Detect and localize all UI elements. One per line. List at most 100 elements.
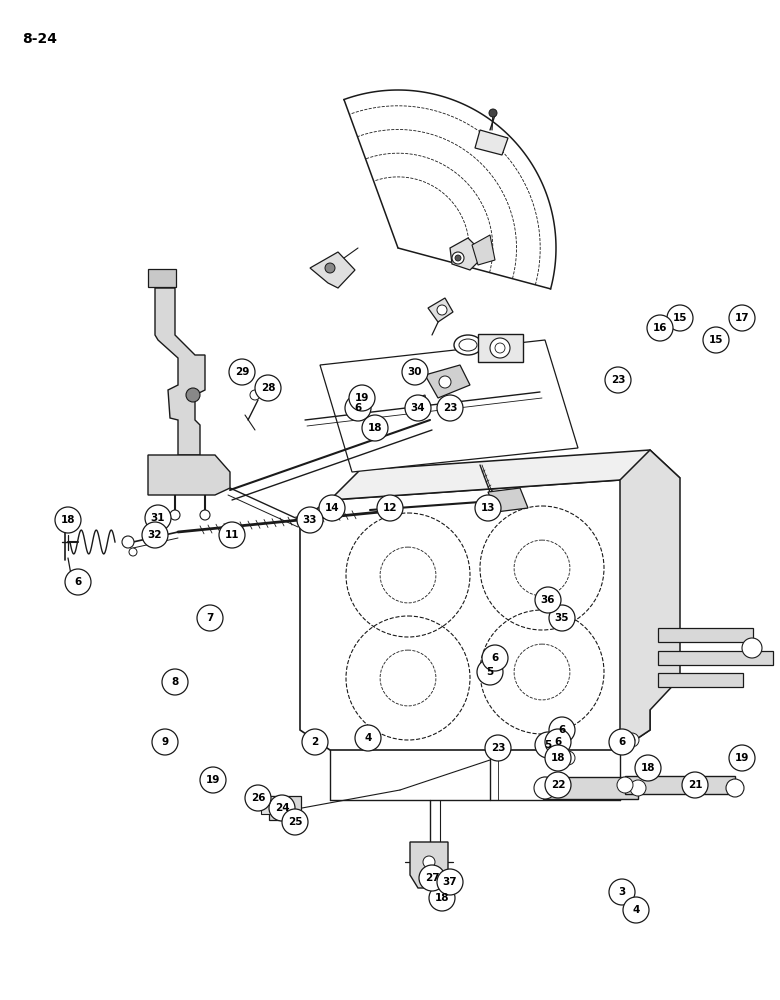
Circle shape [345,395,371,421]
Circle shape [122,536,134,548]
Circle shape [555,739,561,745]
Circle shape [255,375,281,401]
Circle shape [145,505,171,531]
Text: 9: 9 [161,737,168,747]
Circle shape [609,879,635,905]
Text: 23: 23 [491,743,505,753]
FancyBboxPatch shape [148,269,176,287]
Text: 8: 8 [172,677,179,687]
Polygon shape [310,252,355,288]
Circle shape [405,395,431,421]
Text: 31: 31 [151,513,165,523]
Circle shape [170,510,180,520]
Text: 32: 32 [147,530,162,540]
Circle shape [402,359,428,385]
Circle shape [641,761,655,775]
Circle shape [475,495,501,521]
Circle shape [219,522,245,548]
Text: 6: 6 [555,737,562,747]
Polygon shape [472,235,495,265]
Circle shape [229,359,255,385]
FancyBboxPatch shape [658,673,743,687]
Circle shape [302,729,328,755]
Text: 18: 18 [551,753,566,763]
Circle shape [375,422,381,428]
Text: 30: 30 [408,367,422,377]
Circle shape [629,737,635,743]
Circle shape [200,767,226,793]
Circle shape [66,579,78,591]
Circle shape [250,390,260,400]
Polygon shape [488,488,528,512]
Circle shape [682,772,708,798]
Circle shape [535,732,561,758]
FancyBboxPatch shape [477,334,523,362]
FancyBboxPatch shape [658,628,753,642]
Circle shape [423,856,435,868]
Text: 18: 18 [61,515,75,525]
Text: 19: 19 [355,393,369,403]
Circle shape [726,779,744,797]
Circle shape [65,569,91,595]
Circle shape [455,255,461,261]
Text: 4: 4 [633,905,640,915]
Circle shape [129,548,137,556]
Text: 4: 4 [364,733,372,743]
Text: 18: 18 [367,423,382,433]
Text: 5: 5 [544,740,551,750]
Text: 17: 17 [735,313,750,323]
Circle shape [429,885,455,911]
Circle shape [319,495,345,521]
Circle shape [439,376,451,388]
Text: 23: 23 [611,375,626,385]
Circle shape [245,785,271,811]
Circle shape [489,109,497,117]
Text: 19: 19 [735,753,749,763]
Circle shape [489,739,507,757]
Polygon shape [320,340,578,472]
Circle shape [355,725,381,751]
Text: 28: 28 [261,383,275,393]
Text: 6: 6 [491,653,498,663]
FancyBboxPatch shape [261,796,275,814]
Text: 2: 2 [311,737,318,747]
Circle shape [545,729,571,755]
Circle shape [349,385,375,411]
Text: 6: 6 [74,577,82,587]
Circle shape [362,415,388,441]
Polygon shape [408,395,428,415]
Circle shape [437,395,463,421]
Circle shape [609,729,635,755]
Polygon shape [450,238,485,270]
Circle shape [256,792,268,804]
Circle shape [545,772,571,798]
FancyBboxPatch shape [543,777,637,799]
Circle shape [630,780,646,796]
Text: 6: 6 [558,725,566,735]
Text: 22: 22 [551,780,566,790]
Text: 7: 7 [207,613,214,623]
FancyBboxPatch shape [658,651,773,665]
Text: 25: 25 [288,817,303,827]
Circle shape [647,315,673,341]
Circle shape [259,795,265,801]
Circle shape [325,263,335,273]
Polygon shape [300,480,650,750]
Circle shape [371,418,385,432]
Text: 27: 27 [424,873,439,883]
Text: 5: 5 [487,667,494,677]
Circle shape [282,809,308,835]
Text: 29: 29 [235,367,249,377]
Circle shape [200,510,210,520]
Text: 15: 15 [672,313,687,323]
Polygon shape [148,455,230,495]
Text: 36: 36 [541,595,555,605]
Circle shape [55,507,81,533]
Text: 37: 37 [443,877,457,887]
Ellipse shape [459,339,477,351]
Circle shape [450,875,460,885]
Polygon shape [155,288,205,455]
Circle shape [549,605,575,631]
Text: 34: 34 [411,403,425,413]
Circle shape [437,305,447,315]
